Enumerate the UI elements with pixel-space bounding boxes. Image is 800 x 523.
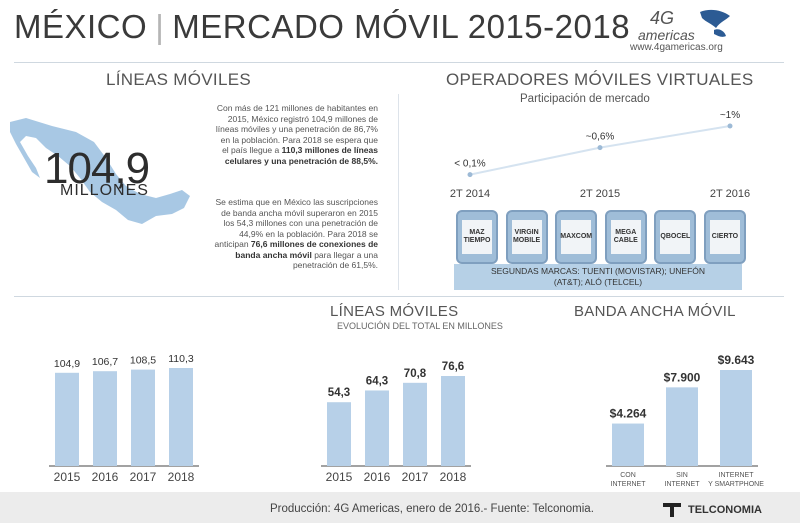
x-tick-label: CON: [620, 472, 636, 479]
omv-share-line-chart: < 0,1% 2T 2014 ~0,6% 2T 2015 ~1% 2T 2016: [450, 110, 750, 200]
bar: [403, 382, 427, 466]
x-tick-label: 2017: [130, 470, 157, 484]
omv-point-label: ~0,6%: [586, 132, 615, 143]
x-tick-label: 2016: [92, 470, 119, 484]
omv-x-label: 2T 2015: [580, 188, 620, 200]
bar: [666, 387, 698, 466]
bar: [720, 370, 752, 466]
second-brands-line-1: SEGUNDAS MARCAS: TUENTI (MOVISTAR); UNEF…: [490, 266, 706, 276]
lineas-paragraph-2: Se estima que en México las suscripcione…: [212, 197, 378, 271]
x-tick-label: INTERNET: [665, 481, 701, 488]
operator-name: MAXCOM: [560, 220, 592, 254]
omv-point: [467, 172, 473, 178]
x-tick-label: 2018: [440, 470, 467, 484]
logo-main-text: 4G: [650, 8, 674, 28]
top-vertical-divider: [398, 94, 399, 290]
page-title: MÉXICO | MERCADO MÓVIL 2015-2018: [14, 8, 630, 46]
footer-credit: Producción: 4G Americas, enero de 2016.-…: [270, 503, 594, 515]
bar: [169, 368, 193, 466]
chart2-title: LÍNEAS MÓVILES: [330, 303, 459, 320]
globe-icon: [700, 9, 730, 28]
banda-ancha-bar-chart: 54,3 2015 64,3 2016 70,8 2017 76,6 2018: [321, 361, 471, 484]
mexico-map-icon: [10, 118, 190, 224]
logo-sub-text: americas: [638, 27, 695, 43]
bar-value-label: 76,6: [442, 361, 464, 373]
bar-value-label: 104,9: [54, 358, 80, 370]
bar: [365, 390, 389, 466]
lineas-paragraph-1-text: Con más de 121 millones de habitantes en…: [215, 103, 378, 155]
lineas-big-unit: MILLONES: [60, 182, 149, 199]
lineas-paragraph-2-tail: para llegar a una penetración de 61,5%.: [292, 249, 378, 271]
chart2-subtitle: EVOLUCIÓN DEL TOTAL EN MILLONES: [337, 321, 503, 331]
x-tick-label: INTERNET: [611, 481, 647, 488]
title-country: MÉXICO: [14, 8, 148, 45]
bar: [131, 369, 155, 466]
telconomia-brand: TELCONOMIA: [688, 504, 762, 516]
bar-value-label: 106,7: [92, 356, 118, 368]
x-tick-label: INTERNET: [719, 472, 755, 479]
omv-operators-row: MAZ TIEMPO VIRGIN MOBILE MAXCOM MEGA CABLE Q…: [456, 210, 746, 264]
omv-point: [727, 123, 733, 129]
operator-phone: QBOCEL: [654, 210, 697, 264]
bar-value-label: $7.900: [664, 370, 701, 384]
omv-subtitle: Participación de mercado: [520, 93, 650, 105]
x-tick-label: 2015: [326, 470, 353, 484]
telconomia-logo-icon: [663, 503, 681, 517]
bar-value-label: $9.643: [718, 353, 755, 367]
x-tick-label: 2016: [364, 470, 391, 484]
bar-value-label: 70,8: [404, 368, 427, 380]
operator-name: MAZ TIEMPO: [462, 220, 492, 254]
bar: [327, 402, 351, 466]
second-brands-bar: SEGUNDAS MARCAS: TUENTI (MOVISTAR); UNEF…: [454, 264, 742, 290]
x-tick-label: 2017: [402, 470, 429, 484]
bar-value-label: 54,3: [328, 387, 350, 399]
bar: [441, 376, 465, 466]
bar: [93, 371, 117, 466]
hogares-bar-chart: $4.264 CON INTERNET $7.900 SIN INTERNET $9.643…: [606, 353, 764, 488]
lineas-title: LÍNEAS MÓVILES: [106, 70, 251, 89]
operator-phone: MAZ TIEMPO: [456, 210, 498, 264]
lineas-paragraph-2-text: Se estima que en México las suscripcione…: [214, 197, 378, 249]
bar: [55, 372, 79, 466]
4g-americas-logo: 4G americas: [630, 6, 740, 54]
x-tick-label: SIN: [676, 472, 688, 479]
x-tick-label: 2015: [54, 470, 81, 484]
lineas-paragraph-2-bold: 76,6 millones de conexiones de banda anc…: [235, 239, 378, 260]
bar-value-label: 108,5: [130, 355, 156, 367]
operator-name: MEGA CABLE: [610, 220, 641, 254]
omv-x-label: 2T 2014: [450, 188, 490, 200]
chart3-title: BANDA ANCHA MÓVIL: [574, 303, 736, 320]
operator-name: QBOCEL: [660, 220, 691, 254]
header-divider: [14, 62, 784, 63]
lineas-paragraph-1: Con más de 121 millones de habitantes en…: [212, 103, 378, 166]
omv-point-label: ~1%: [720, 110, 740, 121]
x-tick-label: Y SMARTPHONE: [708, 481, 764, 488]
middle-divider: [14, 296, 784, 297]
operator-phone: MAXCOM: [555, 210, 598, 264]
omv-title: OPERADORES MÓVILES VIRTUALES: [446, 70, 754, 89]
lineas-paragraph-1-bold: 110,3 millones de líneas celulares y una…: [224, 145, 378, 166]
bar-value-label: 64,3: [366, 375, 388, 387]
second-brands-line-2: (AT&T); ALÓ (TELCEL): [553, 277, 643, 287]
operator-phone: VIRGIN MOBILE: [505, 210, 548, 264]
lineas-big-number: 104,9: [44, 144, 150, 193]
operator-name: CIERTO: [709, 220, 740, 254]
title-separator: |: [155, 8, 165, 45]
lineas-bar-chart: 104,9 2015 106,7 2016 108,5 2017 110,3 2018: [49, 353, 199, 484]
footer-bar: [0, 492, 800, 523]
omv-point-label: < 0,1%: [454, 159, 486, 170]
operator-phone: MEGA CABLE: [604, 210, 647, 264]
bar: [612, 423, 644, 466]
logo-url: www.4gamericas.org: [630, 42, 723, 53]
operator-phone: CIERTO: [703, 210, 746, 264]
omv-x-label: 2T 2016: [710, 188, 750, 200]
bar-value-label: $4.264: [610, 407, 647, 421]
x-tick-label: 2018: [168, 470, 195, 484]
omv-point: [597, 145, 603, 151]
title-market: MERCADO MÓVIL 2015-2018: [172, 8, 631, 45]
bar-value-label: 110,3: [168, 353, 194, 365]
operator-name: VIRGIN MOBILE: [511, 220, 542, 254]
